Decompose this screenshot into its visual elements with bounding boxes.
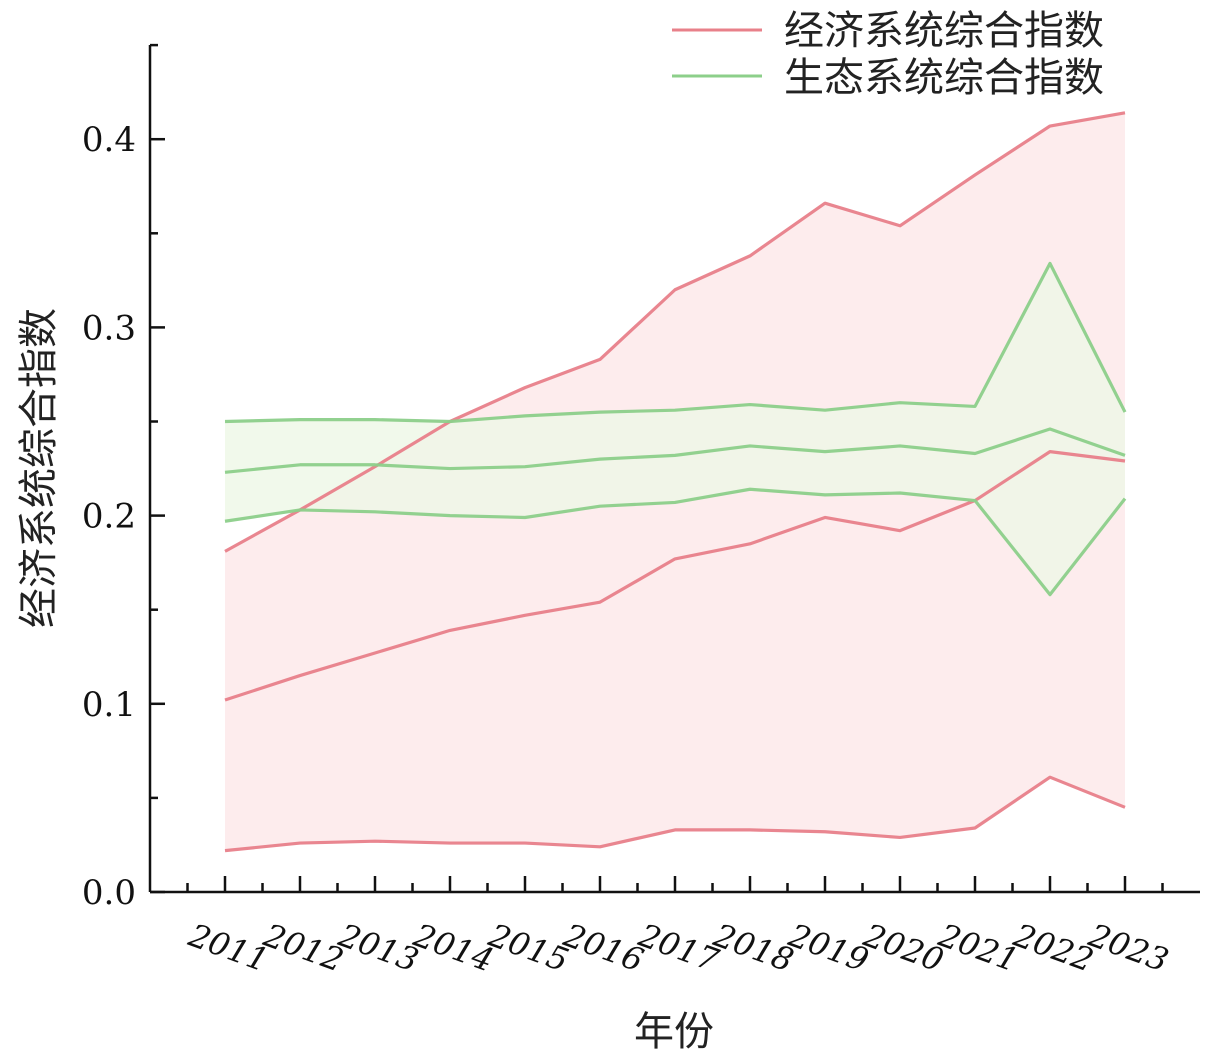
series-line-ecological-max: [224, 261, 1127, 424]
y-ticks: 0.0 0.1 0.2 0.3 0.4: [82, 43, 165, 913]
y-tick-label: 0.3: [82, 308, 136, 348]
legend: 经济系统综合指数 生态系统综合指数: [672, 8, 1104, 101]
x-tick-label: 2023: [1083, 916, 1173, 980]
x-axis-title: 年份: [634, 1009, 714, 1055]
band-fill-ecological: [225, 263, 1125, 595]
y-tick-label: 0.4: [82, 120, 136, 160]
series-line-ecological-mean: [224, 427, 1126, 474]
y-tick-label: 0.0: [82, 873, 136, 913]
series-line-economic-max: [224, 111, 1126, 553]
y-tick-label: 0.1: [82, 685, 136, 725]
legend-label-economic: 经济系统综合指数: [784, 8, 1104, 54]
band-fill-layer: [225, 112, 1125, 851]
series-line-economic-min: [224, 775, 1126, 853]
y-tick-label: 0.2: [82, 497, 136, 537]
y-axis-title: 经济系统综合指数: [16, 308, 62, 628]
legend-label-ecological: 生态系统综合指数: [784, 55, 1104, 101]
series-line-ecological-min: [224, 487, 1127, 597]
series-line-layer: [224, 111, 1127, 853]
